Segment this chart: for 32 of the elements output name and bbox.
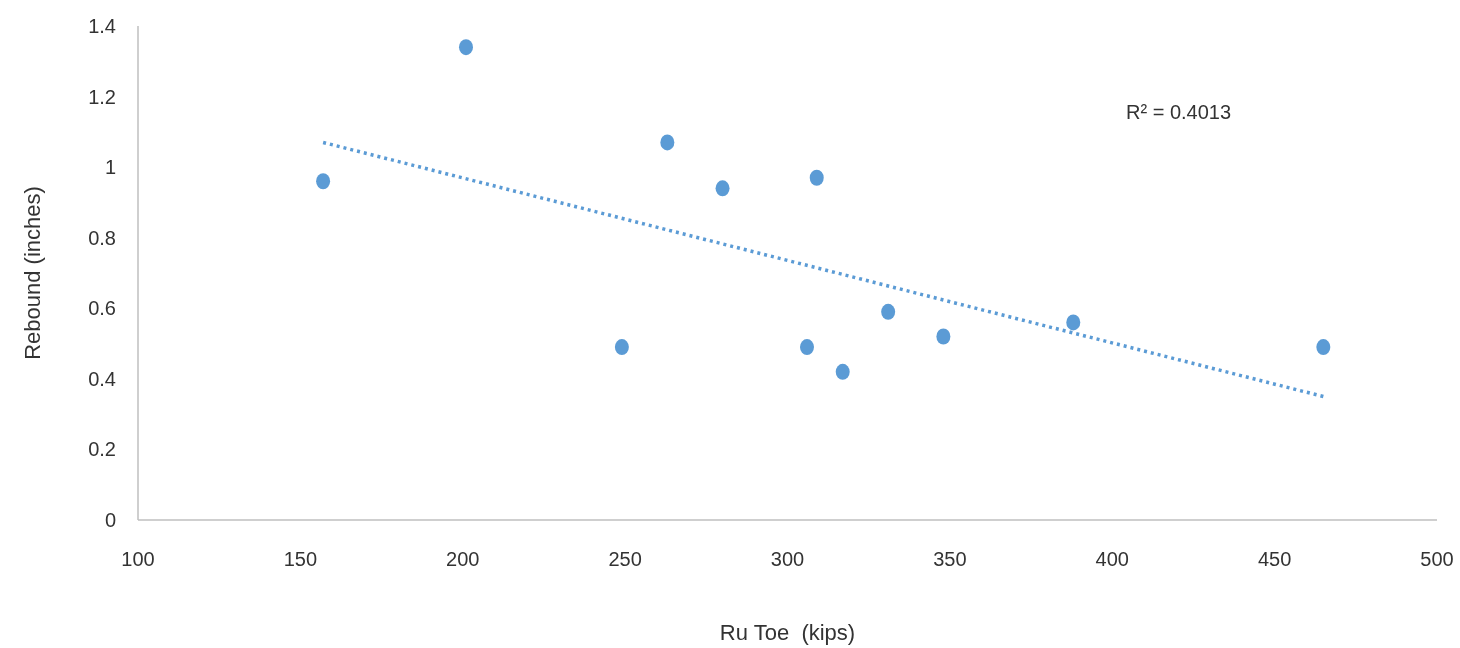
- x-tick-label: 250: [608, 548, 642, 570]
- x-axis-title: Ru Toe (kips): [719, 620, 856, 645]
- y-tick-label: 0.6: [88, 297, 116, 320]
- point: [1066, 314, 1081, 331]
- y-tick-label: 1.2: [88, 85, 116, 108]
- x-tick-label: 500: [1420, 548, 1454, 570]
- y-tick-label: 0.2: [88, 438, 116, 461]
- annotation: R² = 0.4013: [1126, 101, 1232, 123]
- x-tick-label: 350: [933, 548, 967, 570]
- x-tick-label: 300: [770, 548, 805, 570]
- point: [660, 134, 675, 151]
- x-tick-label: 150: [283, 548, 318, 570]
- x-tick-label: 100: [121, 548, 155, 570]
- x-tick-label: 200: [446, 548, 480, 570]
- y-tick-label: 1: [104, 156, 116, 179]
- point: [835, 363, 850, 380]
- x-tick-label: 450: [1257, 548, 1292, 570]
- point: [459, 39, 473, 56]
- point: [715, 180, 730, 197]
- x-tick-label: 400: [1095, 548, 1129, 570]
- y-tick-label: 1.4: [88, 15, 116, 37]
- point: [881, 303, 896, 320]
- y-tick-label: 0.8: [88, 226, 116, 249]
- point: [614, 339, 629, 356]
- point: [799, 339, 814, 356]
- y-tick-label: 0: [104, 509, 116, 531]
- y-axis-title: Rebound (inches): [20, 186, 45, 360]
- point: [809, 169, 824, 186]
- point: [936, 328, 951, 345]
- y-tick-label: 0.4: [88, 367, 116, 390]
- point: [1316, 339, 1331, 356]
- point: [316, 173, 331, 190]
